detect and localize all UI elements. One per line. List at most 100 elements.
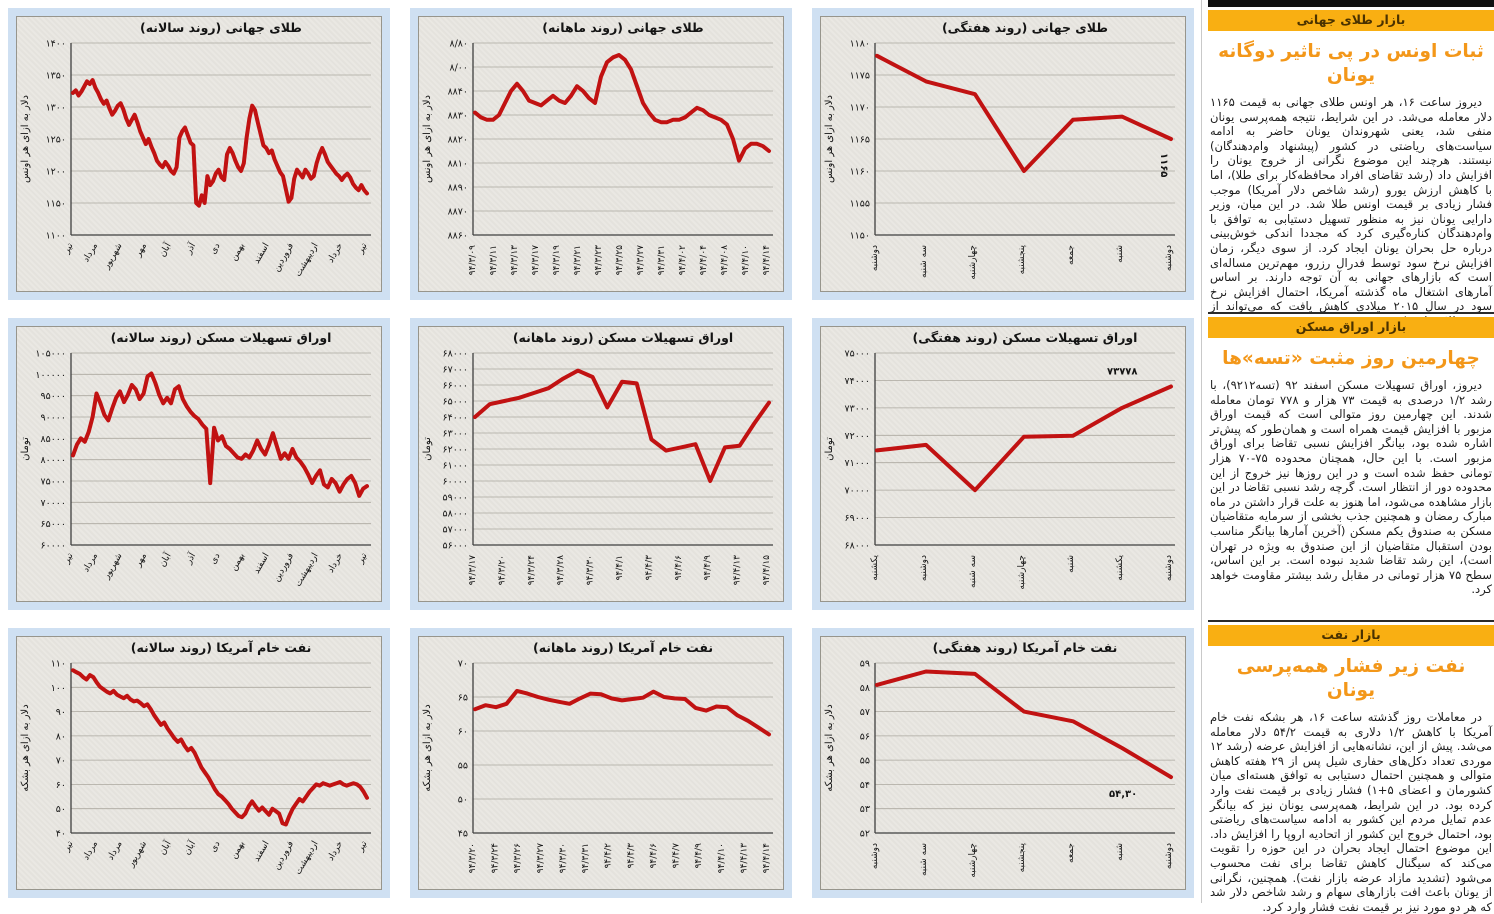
chart-cell-bonds-weekly: ۷۵۰۰۰ ۷۴۰۰۰ ۷۳۰۰۰ ۷۲۰۰۰ ۷۱۰۰۰ ۷۰۰۰۰ ۶۹۰۰۰ ۶۸۰۰۰… xyxy=(812,318,1194,610)
x-tick-label: آبان xyxy=(156,550,174,569)
price-line xyxy=(875,669,1173,780)
y-tick-label: ۱۰۰ xyxy=(51,683,66,694)
x-tick-label: جمعه xyxy=(1066,843,1076,863)
x-tick-label: ۹۴/۴/۱۴ xyxy=(762,245,772,275)
y-tick-label: ۱۲۰۰ xyxy=(46,167,66,178)
y-tick-label: ۱۱۰۰ xyxy=(46,231,66,242)
x-tick-label: شنبه xyxy=(1066,555,1076,573)
y-tick-label: ۷۰۰۰۰ xyxy=(40,498,66,509)
x-tick-label: ۹۴/۳/۱۳ xyxy=(510,245,520,275)
x-tick-label: ۹۴/۳/۲۴ xyxy=(491,843,501,873)
price-line xyxy=(71,371,369,498)
chart-title: اوراق تسهیلات مسکن (روند سالانه) xyxy=(111,330,332,345)
y-tick-label: ۸۸۳۰ xyxy=(448,111,468,122)
x-tick-label: سه شنبه xyxy=(919,245,929,278)
price-line xyxy=(71,78,369,208)
section-header-gold: بازار طلای جهانی xyxy=(1208,10,1494,31)
x-tick-label: شنبه xyxy=(1115,245,1125,263)
y-tick-label: ۷۰ xyxy=(458,659,468,670)
y-axis-label: دلار به ازای هر اونس xyxy=(824,95,835,183)
chart-cell-oil-monthly: ۷۰ ۶۵ ۶۰ ۵۵ ۵۰ ۴۵ ۹۴/۳/۲۰ ۹۴/۳/۲۴ ۹۴/۳/۲۶ ۹۴/۳/۲۷… xyxy=(410,628,792,898)
x-tick-label: ۹۴/۴/۱ xyxy=(615,555,625,580)
y-tick-label: ۶۰۰۰۰ xyxy=(40,541,66,552)
x-tick-label: خرداد xyxy=(326,552,345,575)
x-tick-label: شهریور xyxy=(101,552,124,582)
x-tick-label: مرداد xyxy=(81,839,100,862)
y-tick-label: ۸/۰۰ xyxy=(449,63,468,74)
x-tick-label: ۹۴/۴/۰۴ xyxy=(699,245,709,275)
x-tick-label: تیر xyxy=(61,839,76,854)
x-tick-label: ۹۴/۳/۲۱ xyxy=(573,245,583,275)
x-tick-label: آذر xyxy=(182,240,199,257)
x-tick-label: ۹۴/۳/۱۱ xyxy=(489,245,499,275)
x-tick-label: شهریور xyxy=(101,242,124,272)
y-tick-label: ۶۲۰۰۰ xyxy=(442,445,468,456)
x-tick-label: ۹۴/۳/۱۷ xyxy=(531,245,541,275)
y-tick-label: ۶۶۰۰۰ xyxy=(442,381,468,392)
y-tick-label: ۸۰۰۰۰ xyxy=(40,455,66,466)
y-tick-label: ۱۰۵۰۰۰ xyxy=(35,349,66,360)
chart-gold-monthly: ۸/۸۰ ۸/۰۰ ۸۸۴۰ ۸۸۳۰ ۸۸۲۰ ۸۸۱۰ ۸۸۹۰ ۸۸۷۰ ۸۸۶۰ ۹۴/۳… xyxy=(418,16,784,292)
y-tick-label: ۵۷۰۰۰ xyxy=(442,525,468,536)
article-body-gold: دیروز ساعت ۱۶، هر اونس طلای جهانی به قیم… xyxy=(1210,95,1492,328)
x-tick-label: دی xyxy=(208,242,222,257)
x-tick-label: تیر xyxy=(355,839,370,854)
x-tick-label: اسفند xyxy=(252,552,272,576)
article-oil: بازار نفت نفت زیر فشار همه‌پرسی یونان در… xyxy=(1208,620,1494,914)
chart-cell-gold-yearly: ۱۴۰۰ ۱۳۵۰ ۱۳۰۰ ۱۲۵۰ ۱۲۰۰ ۱۱۵۰ ۱۱۰۰ تیر مرداد شهری… xyxy=(8,8,390,300)
x-tick-label: ۹۴/۳/۲۶ xyxy=(513,843,523,873)
y-tick-label: ۵۳ xyxy=(860,804,870,815)
x-tick-label: ۹۴/۳/۳۰ xyxy=(559,843,569,873)
x-tick-label: ۹۴/۴/۰۸ xyxy=(720,245,730,275)
y-tick-label: ۸۸۶۰ xyxy=(448,231,468,242)
article-body-oil: در معاملات روز گذشته ساعت ۱۶، هر بشکه نف… xyxy=(1210,710,1492,914)
chart-bonds-monthly: ۶۸۰۰۰ ۶۷۰۰۰ ۶۶۰۰۰ ۶۵۰۰۰ ۶۴۰۰۰ ۶۳۰۰۰ ۶۲۰۰۰ ۶۱۰۰۰… xyxy=(418,326,784,602)
price-line xyxy=(473,368,771,483)
x-tick-label: آبان xyxy=(156,838,174,857)
x-tick-label: تیر xyxy=(61,241,76,256)
chart-title: طلای جهانی (روند سالانه) xyxy=(140,20,302,35)
y-tick-label: ۶۱۰۰۰ xyxy=(442,461,468,472)
x-tick-label: اردیبهشت xyxy=(293,552,320,589)
y-tick-label: ۸۸۹۰ xyxy=(448,183,468,194)
y-tick-label: ۱۳۰۰ xyxy=(46,103,66,114)
y-tick-label: ۶۴۰۰۰ xyxy=(442,413,468,424)
y-tick-label: ۷۳۰۰۰ xyxy=(844,403,870,414)
x-tick-label: خرداد xyxy=(326,840,345,863)
y-tick-label: ۱۱۶۰ xyxy=(850,167,870,178)
x-tick-label: ۹۴/۳/۲۵ xyxy=(615,245,625,275)
y-tick-label: ۵۶ xyxy=(860,731,870,742)
section-rule xyxy=(1208,620,1494,622)
y-axis-label: دلار به ازای هر اونس xyxy=(20,95,31,183)
chart-bonds-weekly: ۷۵۰۰۰ ۷۴۰۰۰ ۷۳۰۰۰ ۷۲۰۰۰ ۷۱۰۰۰ ۷۰۰۰۰ ۶۹۰۰۰ ۶۸۰۰۰… xyxy=(820,326,1186,602)
x-tick-label: پنجشنبه xyxy=(1017,843,1027,873)
y-tick-label: ۱۱۵۵ xyxy=(850,199,870,210)
x-tick-label: ۹۴/۳/۰۹ xyxy=(468,245,478,275)
y-tick-label: ۱۱۰ xyxy=(51,659,66,670)
x-tick-label: ۹۴/۴/۲ xyxy=(604,843,614,869)
chart-svg: ۱۰۵۰۰۰ ۱۰۰۰۰۰ ۹۵۰۰۰ ۹۰۰۰۰ ۸۵۰۰۰ ۸۰۰۰۰ ۷۵۰۰۰ ۷۰۰… xyxy=(20,330,371,589)
x-tick-label: بهمن xyxy=(229,242,247,263)
x-tick-label: اردیبهشت xyxy=(293,840,320,877)
x-tick-label: دی xyxy=(208,840,222,855)
chart-gold-yearly: ۱۴۰۰ ۱۳۵۰ ۱۳۰۰ ۱۲۵۰ ۱۲۰۰ ۱۱۵۰ ۱۱۰۰ تیر مرداد شهری… xyxy=(16,16,382,292)
article-body-bonds: دیروز، اوراق تسهیلات مسکن اسفند ۹۲ (تسه۹… xyxy=(1210,378,1493,597)
x-tick-label: ۹۴/۴/۱۴ xyxy=(762,843,772,873)
x-tick-label: ۹۴/۴/۶ xyxy=(649,843,659,869)
x-tick-label: مرداد xyxy=(81,551,100,574)
y-tick-label: ۱۱۷۵ xyxy=(850,71,870,82)
chart-oil-yearly: ۱۱۰ ۱۰۰ ۹۰ ۸۰ ۷۰ ۶۰ ۵۰ ۴۰ تیر مرداد مرداد شهریور آبا… xyxy=(16,636,382,890)
y-tick-label: ۱۳۵۰ xyxy=(46,71,66,82)
chart-oil-weekly: ۵۹ ۵۸ ۵۷ ۵۶ ۵۵ ۵۴ ۵۳ ۵۲ دوشنبه سه شنبه چهارشنبه پنج… xyxy=(820,636,1186,890)
y-tick-label: ۸/۸۰ xyxy=(449,39,468,50)
chart-svg: ۶۸۰۰۰ ۶۷۰۰۰ ۶۶۰۰۰ ۶۵۰۰۰ ۶۴۰۰۰ ۶۳۰۰۰ ۶۲۰۰۰ ۶۱۰۰۰… xyxy=(422,330,773,585)
y-tick-label: ۶۰۰۰۰ xyxy=(442,477,468,488)
y-tick-label: ۷۵۰۰۰ xyxy=(40,477,66,488)
chart-title: اوراق تسهیلات مسکن (روند هفتگی) xyxy=(913,330,1138,345)
y-tick-label: ۷۴۰۰۰ xyxy=(844,376,870,387)
price-line xyxy=(71,668,369,827)
x-tick-label: فروردین xyxy=(272,840,296,872)
chart-cell-bonds-monthly: ۶۸۰۰۰ ۶۷۰۰۰ ۶۶۰۰۰ ۶۵۰۰۰ ۶۴۰۰۰ ۶۳۰۰۰ ۶۲۰۰۰ ۶۱۰۰۰… xyxy=(410,318,792,610)
